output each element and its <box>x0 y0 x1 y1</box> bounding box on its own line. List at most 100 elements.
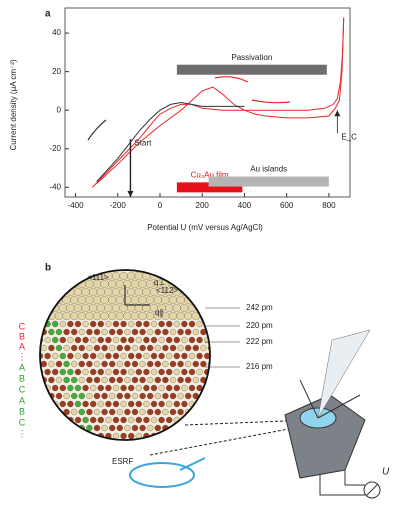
atom <box>188 432 196 440</box>
atom <box>82 368 89 376</box>
atom <box>154 328 161 336</box>
atom <box>101 424 108 432</box>
atom <box>146 311 155 321</box>
atom <box>96 303 105 313</box>
atom <box>219 353 225 359</box>
atom <box>105 352 112 360</box>
atom <box>120 336 127 344</box>
atom <box>74 400 82 408</box>
atom <box>44 352 51 360</box>
atom <box>231 377 237 383</box>
atom <box>92 311 102 321</box>
atom <box>101 360 108 368</box>
atom <box>188 320 196 328</box>
atom <box>40 303 45 313</box>
atom <box>180 271 189 281</box>
atom <box>109 360 116 368</box>
atom <box>62 311 71 321</box>
atom <box>135 336 142 344</box>
atom <box>101 344 108 352</box>
span-bar <box>208 176 329 187</box>
stack-letter: B <box>19 331 25 341</box>
atom <box>177 424 184 432</box>
atom <box>154 424 161 432</box>
direction-label: q∥ <box>155 308 163 317</box>
atom <box>207 424 210 432</box>
atom <box>188 416 196 424</box>
scatter-cone <box>317 329 371 419</box>
atom <box>56 441 62 447</box>
atom <box>40 400 44 408</box>
atom <box>196 368 203 376</box>
atom <box>86 376 93 384</box>
atom <box>158 320 165 328</box>
atom <box>128 384 135 392</box>
atom <box>153 295 162 305</box>
atom <box>97 416 104 424</box>
atom <box>117 441 123 447</box>
atom <box>128 432 135 440</box>
atom <box>59 432 66 440</box>
atom <box>82 416 89 424</box>
atom <box>109 408 116 416</box>
atom <box>134 287 143 297</box>
atom <box>218 288 226 296</box>
atom <box>223 345 229 351</box>
atom <box>203 287 210 297</box>
atom <box>74 368 82 376</box>
atom <box>52 384 59 392</box>
atom <box>231 345 237 351</box>
atom <box>105 400 112 408</box>
atom <box>43 287 52 297</box>
atom <box>187 287 197 297</box>
lens-outline <box>39 269 211 441</box>
atom <box>124 392 131 400</box>
atom <box>199 295 208 305</box>
atom <box>142 287 151 297</box>
atom <box>195 271 204 281</box>
atom <box>77 295 86 305</box>
atom <box>105 320 112 328</box>
meter-needle <box>365 483 379 497</box>
atom <box>204 352 210 360</box>
direction-label: q⊥ <box>154 278 165 287</box>
atom <box>120 352 127 360</box>
atom <box>173 352 180 360</box>
atom <box>227 385 233 391</box>
atom <box>135 368 142 376</box>
atom <box>120 416 127 424</box>
atom <box>139 328 146 336</box>
meter <box>363 481 381 499</box>
beam <box>149 419 311 456</box>
atom <box>71 408 78 416</box>
atom <box>162 441 168 447</box>
atom <box>97 320 104 328</box>
atom <box>139 408 146 416</box>
atom <box>86 392 93 400</box>
atom <box>116 376 123 384</box>
atom <box>211 288 219 296</box>
x-tick-label: 400 <box>238 201 252 210</box>
atom <box>222 296 230 304</box>
scan-arrow <box>87 119 107 141</box>
span-label: Cu₃Au film <box>191 170 229 179</box>
atom <box>223 393 229 399</box>
atom <box>212 369 218 375</box>
atom <box>130 311 140 321</box>
atom <box>86 360 93 368</box>
atom <box>59 416 66 424</box>
atom <box>222 312 230 320</box>
atom <box>82 352 89 360</box>
atom <box>101 376 108 384</box>
atom <box>219 433 225 439</box>
atom <box>222 280 230 288</box>
atom <box>109 392 116 400</box>
atom <box>54 279 64 289</box>
atom <box>227 369 233 375</box>
atom <box>44 400 51 408</box>
x-tick-label: 0 <box>158 201 163 210</box>
atom <box>124 328 131 336</box>
atom <box>59 400 66 408</box>
atom <box>78 376 85 384</box>
atom <box>196 352 203 360</box>
